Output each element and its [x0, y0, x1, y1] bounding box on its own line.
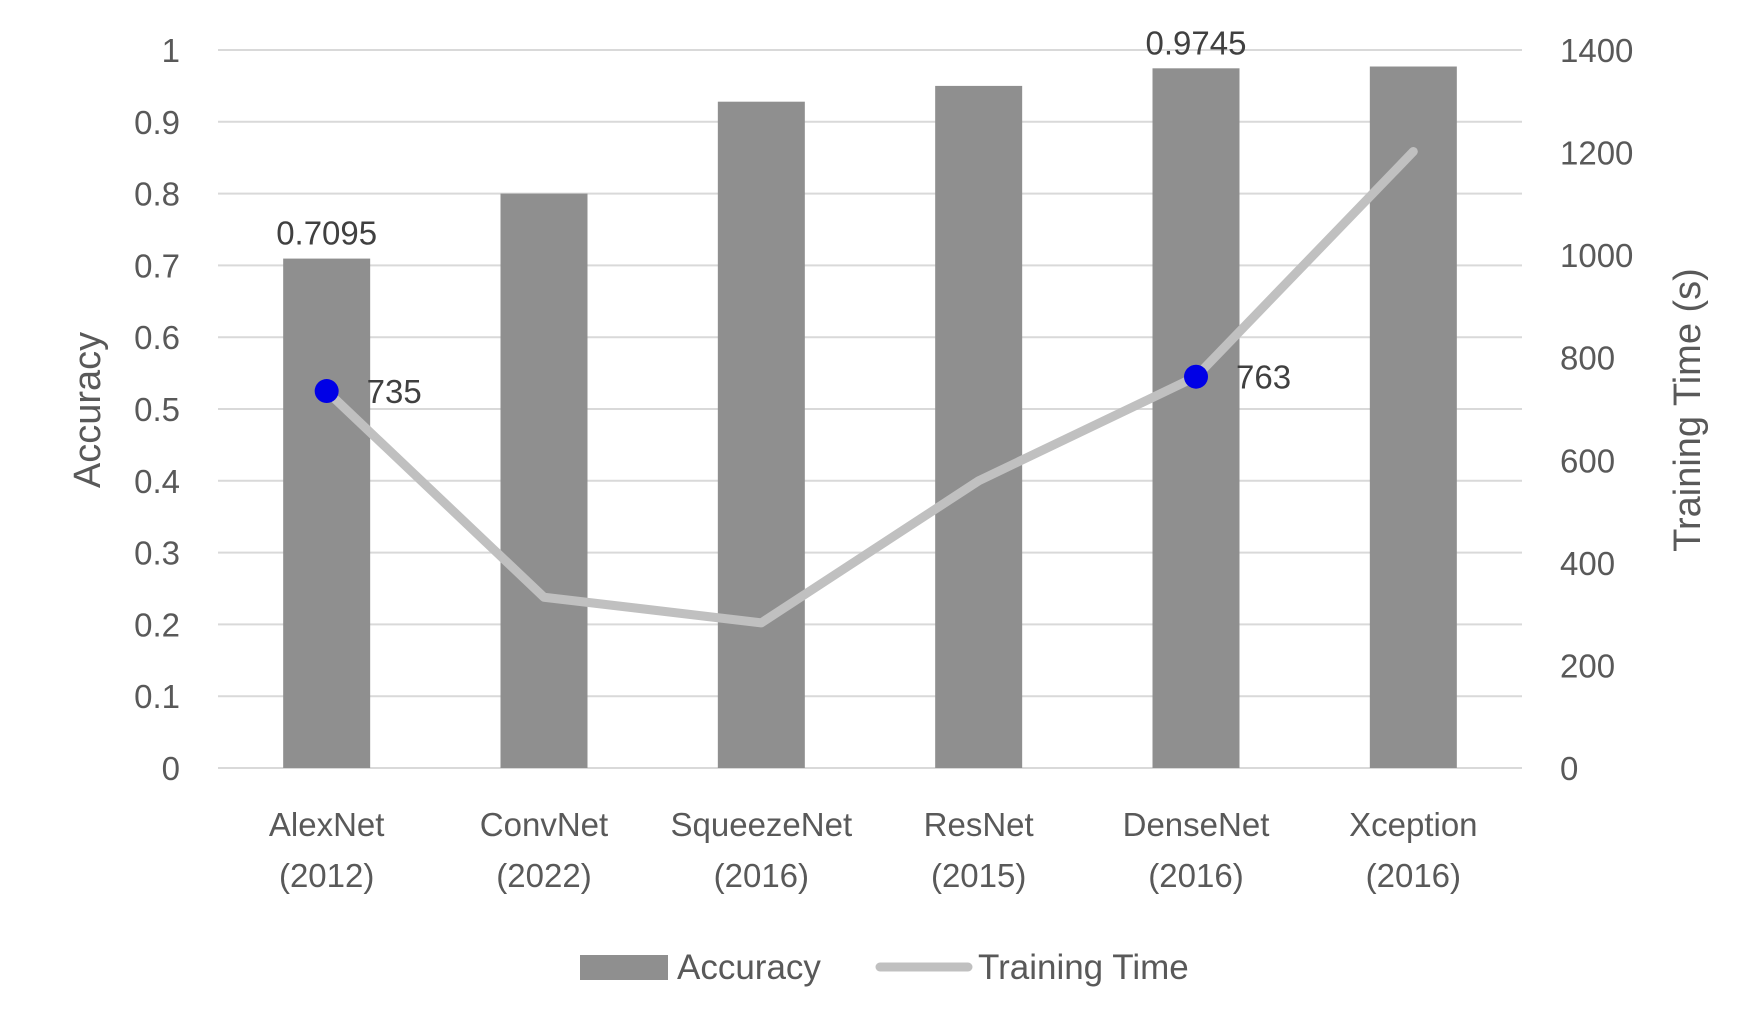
right-axis-title: Training Time (s) [1667, 268, 1709, 552]
category-axis: AlexNet (2012) ConvNet (2022) SqueezeNet (201… [269, 806, 1478, 894]
right-tick-label: 0 [1560, 750, 1578, 787]
training-time-marker [314, 379, 339, 404]
right-tick-label: 400 [1560, 545, 1615, 582]
left-axis-ticks: 0 0.1 0.2 0.3 0.4 0.5 0.6 0.7 0.8 0.9 1 [134, 32, 180, 787]
left-tick-label: 0.7 [134, 247, 180, 284]
bar-resnet [935, 85, 1023, 768]
bar-densenet [1152, 68, 1240, 768]
category-label: (2016) [1148, 857, 1243, 894]
bar-xception [1369, 66, 1457, 769]
right-tick-label: 200 [1560, 647, 1615, 684]
left-tick-label: 0.5 [134, 391, 180, 428]
legend-label-accuracy: Accuracy [677, 948, 821, 987]
right-tick-label: 1400 [1560, 32, 1633, 69]
category-label: SqueezeNet [671, 806, 853, 843]
category-label: (2012) [279, 857, 374, 894]
training-time-marker [1184, 364, 1208, 389]
left-tick-label: 0 [162, 750, 180, 787]
training-time-line [314, 147, 1418, 628]
legend-swatch-accuracy [580, 955, 668, 980]
category-label: ResNet [924, 806, 1034, 843]
category-label: ConvNet [480, 806, 608, 843]
right-tick-label: 1000 [1560, 237, 1633, 274]
right-tick-label: 1200 [1560, 135, 1633, 172]
line-data-label: 735 [367, 373, 422, 410]
bar-squeezenet [717, 101, 805, 769]
accuracy-bars [283, 66, 1457, 769]
bar-data-label: 0.9745 [1146, 24, 1247, 61]
legend: Accuracy Training Time [580, 948, 1189, 987]
left-tick-label: 0.6 [134, 319, 180, 356]
category-label: (2015) [931, 857, 1026, 894]
category-label: AlexNet [269, 806, 385, 843]
category-label: Xception [1349, 806, 1477, 843]
left-tick-label: 0.9 [134, 104, 180, 141]
right-axis-ticks: 0 200 400 600 800 1000 1200 1400 [1560, 32, 1633, 787]
category-label: (2016) [714, 857, 809, 894]
right-tick-label: 800 [1560, 340, 1615, 377]
left-tick-label: 0.2 [134, 606, 180, 643]
left-tick-label: 0.1 [134, 678, 180, 715]
bar-convnet [500, 193, 588, 769]
left-axis-title: Accuracy [67, 332, 109, 488]
category-label: (2016) [1366, 857, 1461, 894]
bar-alexnet [283, 258, 371, 768]
right-tick-label: 600 [1560, 442, 1615, 479]
category-label: DenseNet [1123, 806, 1270, 843]
left-tick-label: 0.8 [134, 176, 180, 213]
legend-label-training-time: Training Time [978, 948, 1189, 987]
gridlines [218, 49, 1522, 769]
line-data-label: 763 [1236, 359, 1291, 396]
category-label: (2022) [496, 857, 591, 894]
left-tick-label: 0.4 [134, 463, 180, 500]
left-tick-label: 0.3 [134, 535, 180, 572]
left-tick-label: 1 [162, 32, 180, 69]
data-labels: 0.7095 0.9745 735 763 [276, 24, 1291, 410]
bar-data-label: 0.7095 [276, 215, 377, 252]
training-time-polyline [322, 147, 1418, 628]
